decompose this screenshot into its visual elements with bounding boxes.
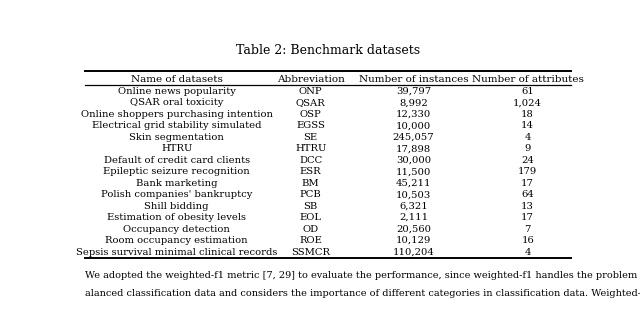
Text: Number of attributes: Number of attributes <box>472 75 584 84</box>
Text: Shill bidding: Shill bidding <box>145 202 209 211</box>
Text: 2,111: 2,111 <box>399 213 428 222</box>
Text: DCC: DCC <box>299 156 323 165</box>
Text: 179: 179 <box>518 167 537 176</box>
Text: ESR: ESR <box>300 167 321 176</box>
Text: 18: 18 <box>521 110 534 119</box>
Text: Number of instances: Number of instances <box>359 75 468 84</box>
Text: 110,204: 110,204 <box>392 248 435 256</box>
Text: 30,000: 30,000 <box>396 156 431 165</box>
Text: Online news popularity: Online news popularity <box>118 87 236 96</box>
Text: 7: 7 <box>524 225 531 234</box>
Text: HTRU: HTRU <box>295 144 326 153</box>
Text: 1,024: 1,024 <box>513 99 542 107</box>
Text: 6,321: 6,321 <box>399 202 428 211</box>
Text: SE: SE <box>303 133 317 142</box>
Text: 4: 4 <box>524 133 531 142</box>
Text: 64: 64 <box>521 190 534 199</box>
Text: 45,211: 45,211 <box>396 179 431 188</box>
Text: 24: 24 <box>521 156 534 165</box>
Text: Name of datasets: Name of datasets <box>131 75 223 84</box>
Text: 9: 9 <box>524 144 531 153</box>
Text: SB: SB <box>303 202 318 211</box>
Text: We adopted the weighted-f1 metric [7, 29] to evaluate the performance, since wei: We adopted the weighted-f1 metric [7, 29… <box>85 271 640 281</box>
Text: 11,500: 11,500 <box>396 167 431 176</box>
Text: Abbreviation: Abbreviation <box>276 75 344 84</box>
Text: 10,503: 10,503 <box>396 190 431 199</box>
Text: 16: 16 <box>521 236 534 245</box>
Text: 4: 4 <box>524 248 531 256</box>
Text: 8,992: 8,992 <box>399 99 428 107</box>
Text: QSAR: QSAR <box>296 99 326 107</box>
Text: Electrical grid stability simulated: Electrical grid stability simulated <box>92 121 262 130</box>
Text: Default of credit card clients: Default of credit card clients <box>104 156 250 165</box>
Text: 245,057: 245,057 <box>393 133 435 142</box>
Text: OD: OD <box>303 225 319 234</box>
Text: BM: BM <box>302 179 319 188</box>
Text: 17,898: 17,898 <box>396 144 431 153</box>
Text: Polish companies' bankruptcy: Polish companies' bankruptcy <box>101 190 252 199</box>
Text: 17: 17 <box>521 213 534 222</box>
Text: PCB: PCB <box>300 190 321 199</box>
Text: Online shoppers purchasing intention: Online shoppers purchasing intention <box>81 110 273 119</box>
Text: 17: 17 <box>521 179 534 188</box>
Text: 13: 13 <box>521 202 534 211</box>
Text: Table 2: Benchmark datasets: Table 2: Benchmark datasets <box>236 44 420 57</box>
Text: Bank marketing: Bank marketing <box>136 179 218 188</box>
Text: 14: 14 <box>521 121 534 130</box>
Text: 12,330: 12,330 <box>396 110 431 119</box>
Text: Estimation of obesity levels: Estimation of obesity levels <box>108 213 246 222</box>
Text: 10,000: 10,000 <box>396 121 431 130</box>
Text: SSMCR: SSMCR <box>291 248 330 256</box>
Text: OSP: OSP <box>300 110 321 119</box>
Text: Skin segmentation: Skin segmentation <box>129 133 224 142</box>
Text: Room occupancy estimation: Room occupancy estimation <box>106 236 248 245</box>
Text: 61: 61 <box>521 87 534 96</box>
Text: ONP: ONP <box>299 87 323 96</box>
Text: Occupancy detection: Occupancy detection <box>124 225 230 234</box>
Text: EGSS: EGSS <box>296 121 325 130</box>
Text: ROE: ROE <box>300 236 322 245</box>
Text: alanced classification data and considers the importance of different categories: alanced classification data and consider… <box>85 289 640 298</box>
Text: Epileptic seizure recognition: Epileptic seizure recognition <box>103 167 250 176</box>
Text: 39,797: 39,797 <box>396 87 431 96</box>
Text: Sepsis survival minimal clinical records: Sepsis survival minimal clinical records <box>76 248 277 256</box>
Text: EOL: EOL <box>300 213 322 222</box>
Text: 10,129: 10,129 <box>396 236 431 245</box>
Text: 20,560: 20,560 <box>396 225 431 234</box>
Text: QSAR oral toxicity: QSAR oral toxicity <box>130 99 223 107</box>
Text: HTRU: HTRU <box>161 144 193 153</box>
